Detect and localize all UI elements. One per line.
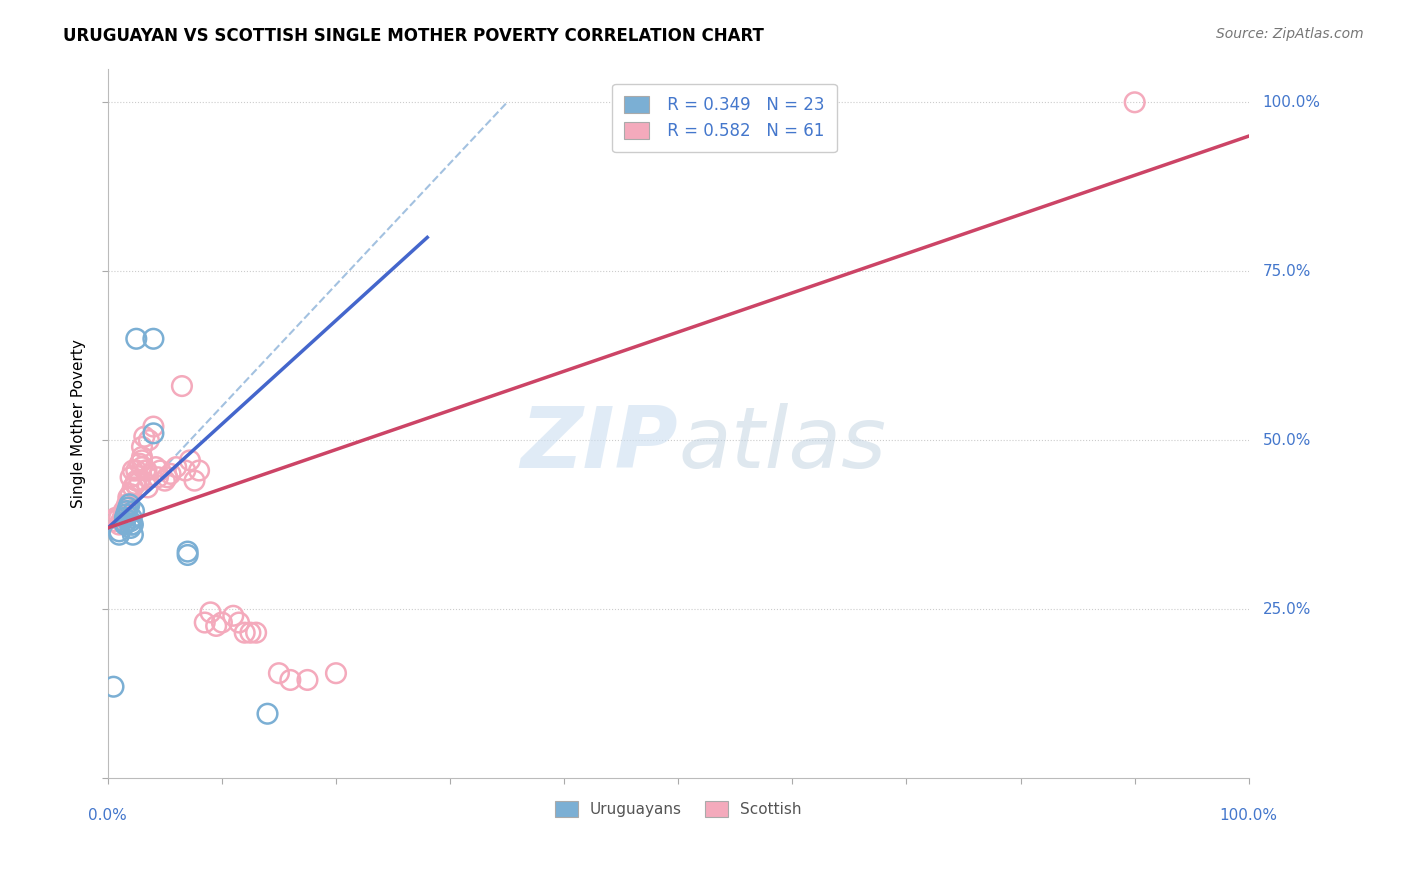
Point bbox=[110, 514, 132, 528]
Point bbox=[211, 615, 233, 630]
Point bbox=[136, 470, 159, 484]
Point bbox=[122, 527, 145, 541]
Point bbox=[117, 500, 139, 515]
Point bbox=[228, 615, 250, 630]
Point bbox=[278, 673, 301, 687]
Point bbox=[159, 467, 181, 481]
Point bbox=[108, 511, 131, 525]
Text: Source: ZipAtlas.com: Source: ZipAtlas.com bbox=[1216, 27, 1364, 41]
Point bbox=[205, 619, 228, 633]
Point bbox=[114, 517, 136, 532]
Point bbox=[104, 511, 127, 525]
Point bbox=[125, 474, 148, 488]
Point bbox=[117, 491, 139, 505]
Point bbox=[165, 460, 187, 475]
Point bbox=[142, 426, 165, 441]
Point bbox=[325, 666, 347, 681]
Point bbox=[128, 457, 150, 471]
Point bbox=[115, 504, 138, 518]
Point bbox=[103, 514, 125, 528]
Text: 0.0%: 0.0% bbox=[89, 808, 127, 823]
Point bbox=[122, 463, 145, 477]
Point bbox=[183, 474, 205, 488]
Point bbox=[108, 527, 131, 541]
Point bbox=[124, 477, 146, 491]
Point bbox=[114, 511, 136, 525]
Point bbox=[131, 453, 153, 467]
Point bbox=[108, 524, 131, 539]
Point bbox=[111, 511, 134, 525]
Point bbox=[122, 517, 145, 532]
Point bbox=[176, 544, 198, 558]
Point bbox=[239, 625, 262, 640]
Point bbox=[131, 460, 153, 475]
Point bbox=[245, 625, 267, 640]
Point bbox=[120, 470, 142, 484]
Point bbox=[115, 500, 138, 515]
Point bbox=[122, 480, 145, 494]
Point bbox=[127, 480, 149, 494]
Point bbox=[135, 463, 157, 477]
Point bbox=[188, 463, 211, 477]
Point bbox=[131, 450, 153, 464]
Text: 75.0%: 75.0% bbox=[1263, 264, 1310, 278]
Point bbox=[194, 615, 217, 630]
Point bbox=[125, 463, 148, 477]
Point bbox=[176, 548, 198, 562]
Point bbox=[118, 497, 141, 511]
Point bbox=[120, 487, 142, 501]
Point bbox=[256, 706, 278, 721]
Point bbox=[120, 514, 142, 528]
Point bbox=[200, 606, 222, 620]
Point bbox=[134, 430, 156, 444]
Point bbox=[138, 433, 160, 447]
Point bbox=[120, 521, 142, 535]
Point bbox=[118, 491, 141, 505]
Point bbox=[114, 516, 136, 530]
Text: 100.0%: 100.0% bbox=[1220, 808, 1278, 823]
Point bbox=[121, 511, 143, 525]
Text: 50.0%: 50.0% bbox=[1263, 433, 1310, 448]
Text: 25.0%: 25.0% bbox=[1263, 601, 1310, 616]
Text: ZIP: ZIP bbox=[520, 403, 678, 486]
Point bbox=[146, 470, 169, 484]
Point bbox=[128, 474, 150, 488]
Point bbox=[222, 608, 245, 623]
Point bbox=[134, 463, 156, 477]
Point bbox=[125, 332, 148, 346]
Point bbox=[149, 463, 172, 477]
Point bbox=[115, 504, 138, 518]
Point bbox=[1123, 95, 1146, 110]
Point bbox=[233, 625, 256, 640]
Point bbox=[142, 419, 165, 434]
Point bbox=[108, 517, 131, 532]
Point bbox=[121, 517, 143, 532]
Point bbox=[156, 470, 179, 484]
Point bbox=[179, 453, 201, 467]
Point bbox=[131, 440, 153, 454]
Text: URUGUAYAN VS SCOTTISH SINGLE MOTHER POVERTY CORRELATION CHART: URUGUAYAN VS SCOTTISH SINGLE MOTHER POVE… bbox=[63, 27, 763, 45]
Point bbox=[297, 673, 319, 687]
Point bbox=[114, 511, 136, 525]
Point bbox=[136, 480, 159, 494]
Point bbox=[103, 680, 125, 694]
Point bbox=[115, 508, 138, 522]
Point bbox=[115, 497, 138, 511]
Point bbox=[267, 666, 290, 681]
Text: 100.0%: 100.0% bbox=[1263, 95, 1320, 110]
Point bbox=[122, 504, 145, 518]
Point bbox=[117, 500, 139, 515]
Point bbox=[174, 463, 197, 477]
Point bbox=[112, 504, 135, 518]
Point bbox=[142, 332, 165, 346]
Point bbox=[145, 460, 167, 475]
Point bbox=[153, 474, 176, 488]
Text: atlas: atlas bbox=[678, 403, 886, 486]
Y-axis label: Single Mother Poverty: Single Mother Poverty bbox=[72, 339, 86, 508]
Legend: Uruguayans, Scottish: Uruguayans, Scottish bbox=[548, 796, 808, 823]
Point bbox=[170, 379, 193, 393]
